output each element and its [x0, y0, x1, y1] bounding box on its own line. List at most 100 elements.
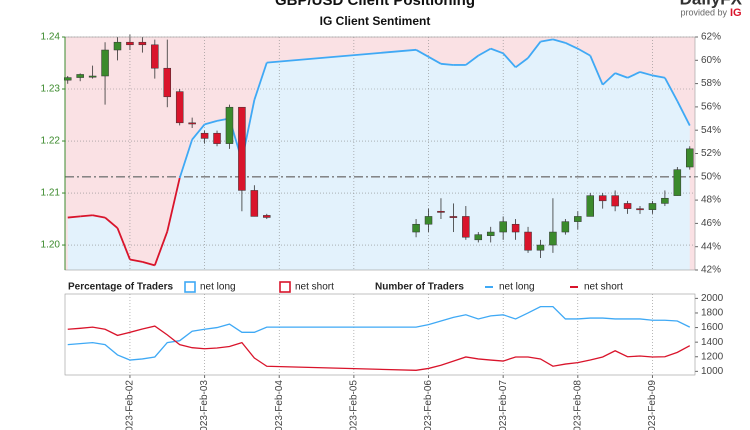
- y2-tick-label: 48%: [701, 195, 721, 206]
- candle-body: [474, 234, 483, 241]
- sentiment-line: [540, 38, 554, 43]
- sentiment-line: [440, 62, 454, 66]
- candle-body: [686, 148, 694, 168]
- plot-frame: [64, 293, 696, 376]
- sentiment-line: [142, 260, 156, 267]
- chart-title: GBP/USD Client Positioning: [275, 0, 475, 9]
- y-tick-label: 1200: [701, 351, 724, 362]
- candle-body: [213, 132, 221, 144]
- candle-body: [536, 244, 545, 251]
- provided-by: provided by: [680, 7, 727, 17]
- candle-body: [611, 195, 619, 207]
- candle-body: [524, 231, 532, 251]
- candle-body: [412, 223, 420, 233]
- legend-label: net short: [295, 282, 334, 293]
- sentiment-line: [477, 47, 492, 57]
- sentiment-line: [490, 47, 504, 55]
- sentiment-line: [204, 120, 218, 126]
- sentiment-line: [153, 231, 169, 266]
- y-tick-label: 1.23: [41, 84, 61, 95]
- y2-tick-label: 50%: [701, 171, 721, 182]
- y-tick-label: 1400: [701, 337, 724, 348]
- candle-body: [113, 41, 122, 51]
- y2-tick-label: 58%: [701, 78, 721, 89]
- sentiment-line: [266, 48, 417, 64]
- sentiment-line: [80, 214, 93, 218]
- candle-body: [623, 203, 632, 209]
- sentiment-line: [664, 77, 679, 102]
- y-tick-label: 1000: [701, 366, 724, 377]
- x-tick-label: 2023-Feb-08: [572, 380, 583, 430]
- sentiment-line: [166, 177, 181, 232]
- candle-body: [499, 221, 507, 233]
- y-tick-label: 1600: [701, 322, 724, 333]
- sentiment-line: [676, 100, 691, 126]
- y2-tick-label: 62%: [701, 32, 721, 43]
- candle-body: [437, 210, 445, 213]
- y-tick-label: 1.20: [41, 240, 61, 251]
- sentiment-line: [465, 54, 479, 66]
- x-tick-label: 2023-Feb-04: [274, 380, 285, 430]
- candle-body: [76, 74, 84, 78]
- sentiment-line: [515, 57, 529, 69]
- sentiment-line: [104, 216, 119, 229]
- x-tick-label: 2023-Feb-06: [423, 380, 434, 430]
- trader-line: [67, 325, 691, 371]
- candle-body: [561, 221, 570, 233]
- y2-tick-label: 42%: [701, 265, 721, 276]
- candle-body: [586, 195, 595, 217]
- sentiment-line: [178, 139, 193, 179]
- legend-label: net short: [584, 282, 623, 293]
- x-tick-label: 2023-Feb-09: [647, 380, 658, 430]
- x-tick-label: 2023-Feb-07: [498, 380, 509, 430]
- y-tick-label: 1.21: [41, 188, 61, 199]
- candle-body: [188, 122, 196, 125]
- candle-body: [126, 41, 134, 46]
- candle-body: [424, 216, 433, 225]
- legend-label: net long: [499, 282, 535, 293]
- sentiment-area: [67, 39, 690, 270]
- candle-body: [661, 197, 669, 204]
- candle-body: [151, 44, 159, 69]
- legend-title: Number of Traders: [375, 282, 464, 293]
- sentiment-line: [116, 227, 131, 260]
- sentiment-line: [639, 71, 653, 77]
- y-tick-label: 1.22: [41, 136, 61, 147]
- y-tick-label: 2000: [701, 293, 724, 304]
- legend-title: Percentage of Traders: [68, 282, 173, 293]
- sentiment-line: [502, 52, 517, 68]
- legend-swatch: [184, 281, 196, 293]
- y-tick-label: 1800: [701, 308, 724, 319]
- candle-body: [138, 41, 147, 46]
- legend-swatch: [279, 281, 291, 293]
- legend-label: net long: [200, 282, 236, 293]
- x-tick-label: 2023-Feb-03: [199, 380, 210, 430]
- candle-body: [574, 216, 582, 222]
- sentiment-line: [577, 47, 591, 57]
- candle-body: [263, 215, 271, 218]
- candle-body: [225, 106, 234, 144]
- sentiment-line: [627, 71, 641, 79]
- chart-subtitle: IG Client Sentiment: [320, 14, 431, 28]
- y2-tick-label: 60%: [701, 55, 721, 66]
- y-tick-label: 1.24: [41, 32, 61, 43]
- candle-body: [462, 216, 470, 238]
- candle-body: [200, 132, 209, 139]
- candle-body: [449, 216, 458, 218]
- y2-tick-label: 44%: [701, 241, 721, 252]
- candle-body: [88, 75, 97, 78]
- candle-body: [636, 208, 644, 211]
- y2-tick-label: 46%: [701, 218, 721, 229]
- candle-body: [511, 223, 520, 233]
- x-tick-label: 2023-Feb-02: [125, 380, 136, 430]
- brand: IG: [730, 7, 742, 19]
- candle-body: [598, 195, 607, 202]
- sentiment-line: [552, 38, 566, 44]
- candle-body: [549, 231, 557, 246]
- candle-body: [648, 203, 657, 210]
- sentiment-line: [589, 55, 604, 86]
- logo: DailyFX: [680, 0, 743, 8]
- candle-body: [163, 67, 172, 98]
- candle-body: [673, 169, 682, 196]
